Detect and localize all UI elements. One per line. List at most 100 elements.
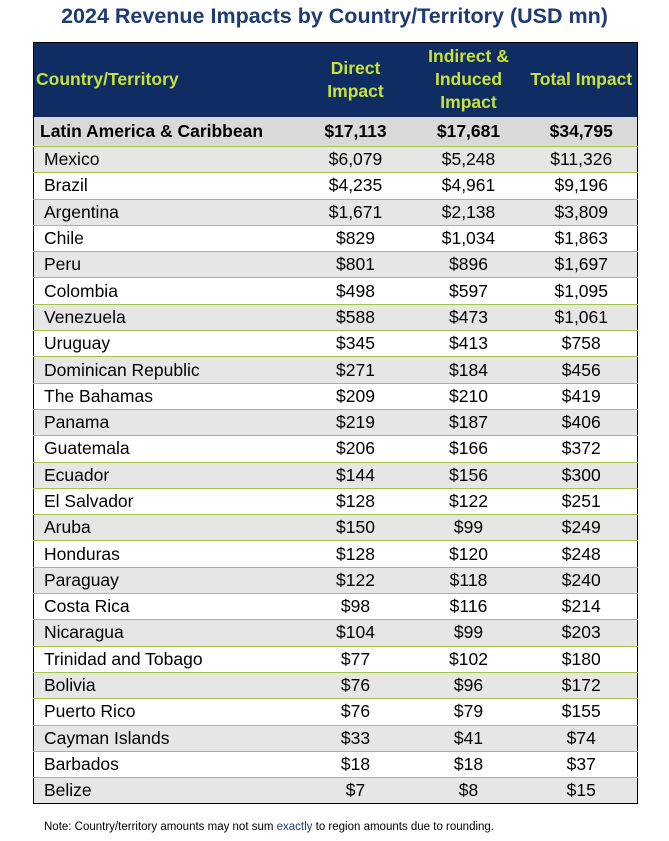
header-direct: Direct Impact xyxy=(327,57,384,101)
footnote-highlight: exactly xyxy=(276,821,313,833)
indirect-cell: $896 xyxy=(411,251,526,279)
direct-cell: $209 xyxy=(299,383,412,410)
country-cell: Costa Rica xyxy=(33,593,300,621)
country-cell: Peru xyxy=(33,251,300,279)
country-cell: The Bahamas xyxy=(33,383,300,410)
total-cell: $249 xyxy=(525,514,638,542)
footnote: Note: Country/territory amounts may not … xyxy=(44,821,494,833)
total-cell: $37 xyxy=(525,751,638,779)
region-indirect: $17,681 xyxy=(411,116,526,147)
country-cell: Panama xyxy=(33,409,300,437)
indirect-cell: $8 xyxy=(458,780,479,801)
footnote-prefix: Note: Country/territory amounts may not … xyxy=(44,821,277,833)
header-total: Total Impact xyxy=(530,69,633,90)
direct-cell: $150 xyxy=(299,514,412,542)
region-row: Latin America & Caribbean $17,113 $17,68… xyxy=(33,116,638,147)
total-cell: $74 xyxy=(525,725,638,752)
total-cell: $203 xyxy=(525,619,638,647)
indirect-cell: $597 xyxy=(411,277,526,305)
indirect-cell: $102 xyxy=(411,646,526,673)
table-row: Bolivia $76 $96 $172 xyxy=(33,672,638,700)
total-cell: $372 xyxy=(525,435,638,463)
country-cell: Aruba xyxy=(33,514,300,542)
direct-cell: $122 xyxy=(299,567,412,595)
country-cell: Venezuela xyxy=(33,304,300,332)
country-cell: Barbados xyxy=(33,751,300,779)
direct-cell: $4,235 xyxy=(299,172,412,200)
direct-cell: $801 xyxy=(299,251,412,279)
country-cell: Bolivia xyxy=(33,672,300,700)
total-cell: $180 xyxy=(525,646,638,673)
total-cell: $300 xyxy=(525,462,638,489)
direct-cell: $498 xyxy=(299,277,412,305)
direct-cell: $128 xyxy=(299,488,412,516)
indirect-cell: $5,248 xyxy=(411,146,526,174)
country-cell: Mexico xyxy=(33,146,300,174)
indirect-cell: $473 xyxy=(411,304,526,332)
page-title: 2024 Revenue Impacts by Country/Territor… xyxy=(61,4,608,28)
total-cell: $11,326 xyxy=(525,146,638,174)
total-cell: $1,095 xyxy=(525,277,638,305)
header-indirect: Indirect & Induced Impact xyxy=(428,46,509,113)
direct-cell: $6,079 xyxy=(299,146,412,174)
direct-cell: $77 xyxy=(299,646,412,673)
country-cell: Chile xyxy=(33,225,300,253)
country-cell: Puerto Rico xyxy=(33,698,300,726)
indirect-cell: $210 xyxy=(411,383,526,410)
total-cell: $3,809 xyxy=(525,199,638,226)
region-name: Latin America & Caribbean xyxy=(33,116,300,147)
total-cell: $172 xyxy=(525,672,638,700)
total-cell: $1,697 xyxy=(525,251,638,279)
direct-cell: $128 xyxy=(299,540,412,568)
country-cell: Trinidad and Tobago xyxy=(33,646,300,673)
total-cell: $406 xyxy=(525,409,638,437)
country-cell: Colombia xyxy=(33,277,300,305)
country-cell: El Salvador xyxy=(33,488,300,516)
country-cell: Paraguay xyxy=(33,567,300,595)
direct-cell: $206 xyxy=(299,435,412,463)
indirect-cell: $166 xyxy=(411,435,526,463)
table-row: Guatemala $206 $166 $372 xyxy=(33,435,638,463)
table-row: Colombia $498 $597 $1,095 xyxy=(33,277,638,305)
direct-cell: $829 xyxy=(299,225,412,253)
country-cell: Cayman Islands xyxy=(33,725,300,752)
indirect-cell: $122 xyxy=(411,488,526,516)
indirect-cell: $116 xyxy=(411,593,526,621)
total-cell: $9,196 xyxy=(525,172,638,200)
header-row: Country/Territory Direct Impact Indirect… xyxy=(33,42,638,117)
indirect-cell: $184 xyxy=(411,356,526,384)
indirect-cell: $2,138 xyxy=(411,199,526,226)
direct-cell: $588 xyxy=(299,304,412,332)
country-cell: Dominican Republic xyxy=(33,356,300,384)
table-header: Country/Territory Direct Impact Indirect… xyxy=(33,42,638,117)
total-cell: $1,061 xyxy=(525,304,638,332)
direct-cell: $144 xyxy=(299,462,412,489)
table-row: Uruguay $345 $413 $758 xyxy=(33,330,638,358)
country-cell: Honduras xyxy=(33,540,300,568)
indirect-cell: $118 xyxy=(411,567,526,595)
total-cell: $1,863 xyxy=(525,225,638,253)
country-cell: Ecuador xyxy=(33,462,300,489)
table-row: Barbados $18 $18 $37 xyxy=(33,751,638,779)
direct-cell: $345 xyxy=(299,330,412,358)
indirect-cell: $99 xyxy=(411,619,526,647)
footnote-suffix: to region amounts due to rounding. xyxy=(312,821,495,833)
direct-cell: $76 xyxy=(299,698,412,726)
region-direct: $17,113 xyxy=(299,116,412,147)
region-total: $34,795 xyxy=(525,116,638,147)
table-row: Paraguay $122 $118 $240 xyxy=(33,567,638,595)
table-row: Chile $829 $1,034 $1,863 xyxy=(33,225,638,253)
country-cell: Uruguay xyxy=(33,330,300,358)
total-cell: $240 xyxy=(525,567,638,595)
total-cell: $248 xyxy=(525,540,638,568)
country-cell: Nicaragua xyxy=(33,619,300,647)
indirect-cell: $120 xyxy=(411,540,526,568)
indirect-cell: $41 xyxy=(411,725,526,752)
total-cell: $758 xyxy=(525,330,638,358)
direct-cell: $104 xyxy=(299,619,412,647)
indirect-cell: $413 xyxy=(411,330,526,358)
table-body: Latin America & Caribbean $17,113 $17,68… xyxy=(33,116,638,804)
total-cell: $419 xyxy=(525,383,638,410)
table-row: Aruba $150 $99 $249 xyxy=(33,514,638,542)
indirect-cell: $1,034 xyxy=(411,225,526,253)
